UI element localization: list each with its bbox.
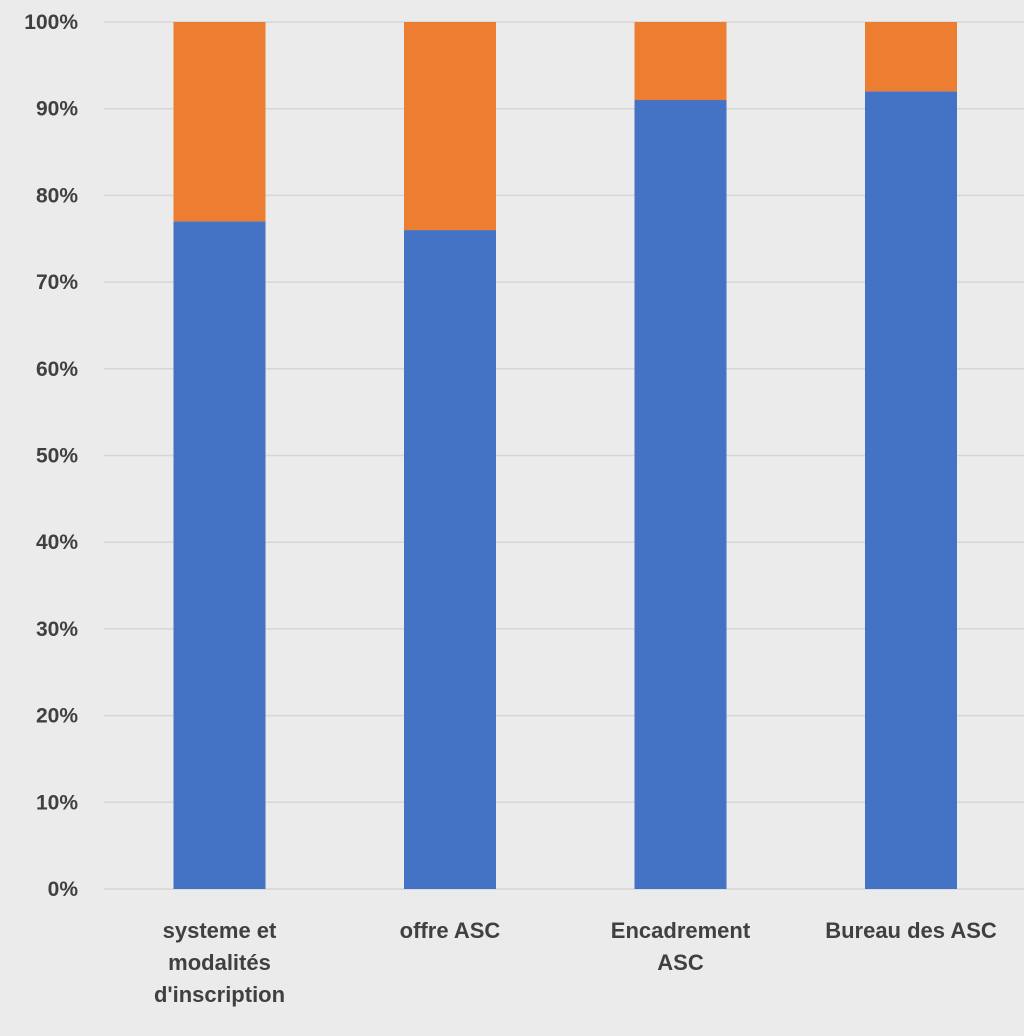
y-tick-label: 80% (36, 184, 78, 207)
y-tick-label: 40% (36, 531, 78, 554)
bar-segment-series-2-category-4 (865, 22, 957, 92)
x-category-label: ASC (657, 950, 704, 975)
bar-segment-series-1-category-3 (634, 100, 727, 889)
bar-segment-series-2-category-3 (634, 22, 727, 101)
bar-segment-series-1-category-4 (865, 91, 957, 890)
bar-segment-series-2-category-1 (173, 22, 266, 222)
y-tick-label: 100% (24, 11, 78, 34)
y-axis-tick-labels: 0% 10% 20% 30% 40% 50% 60% 70% 80% 90% 100% (24, 11, 78, 901)
y-tick-label: 90% (36, 98, 78, 121)
x-category-label: Bureau des ASC (825, 918, 997, 943)
x-category-label: systeme et (163, 918, 277, 943)
y-tick-label: 30% (36, 618, 78, 641)
y-tick-label: 20% (36, 705, 78, 728)
y-tick-label: 60% (36, 358, 78, 381)
x-category-label: offre ASC (400, 918, 501, 943)
y-tick-label: 50% (36, 445, 78, 468)
x-category-label: modalités (168, 950, 271, 975)
y-tick-label: 0% (48, 878, 79, 901)
x-category-label: d'inscription (154, 982, 285, 1007)
bars (173, 22, 957, 890)
y-tick-label: 70% (36, 271, 78, 294)
x-axis-category-labels: systeme et modalités d'inscription offre AS… (154, 918, 997, 1007)
bar-segment-series-1-category-1 (173, 221, 266, 889)
bar-segment-series-2-category-2 (404, 22, 496, 231)
y-tick-label: 10% (36, 791, 78, 814)
bar-segment-series-1-category-2 (404, 230, 496, 889)
x-category-label: Encadrement (611, 918, 751, 943)
